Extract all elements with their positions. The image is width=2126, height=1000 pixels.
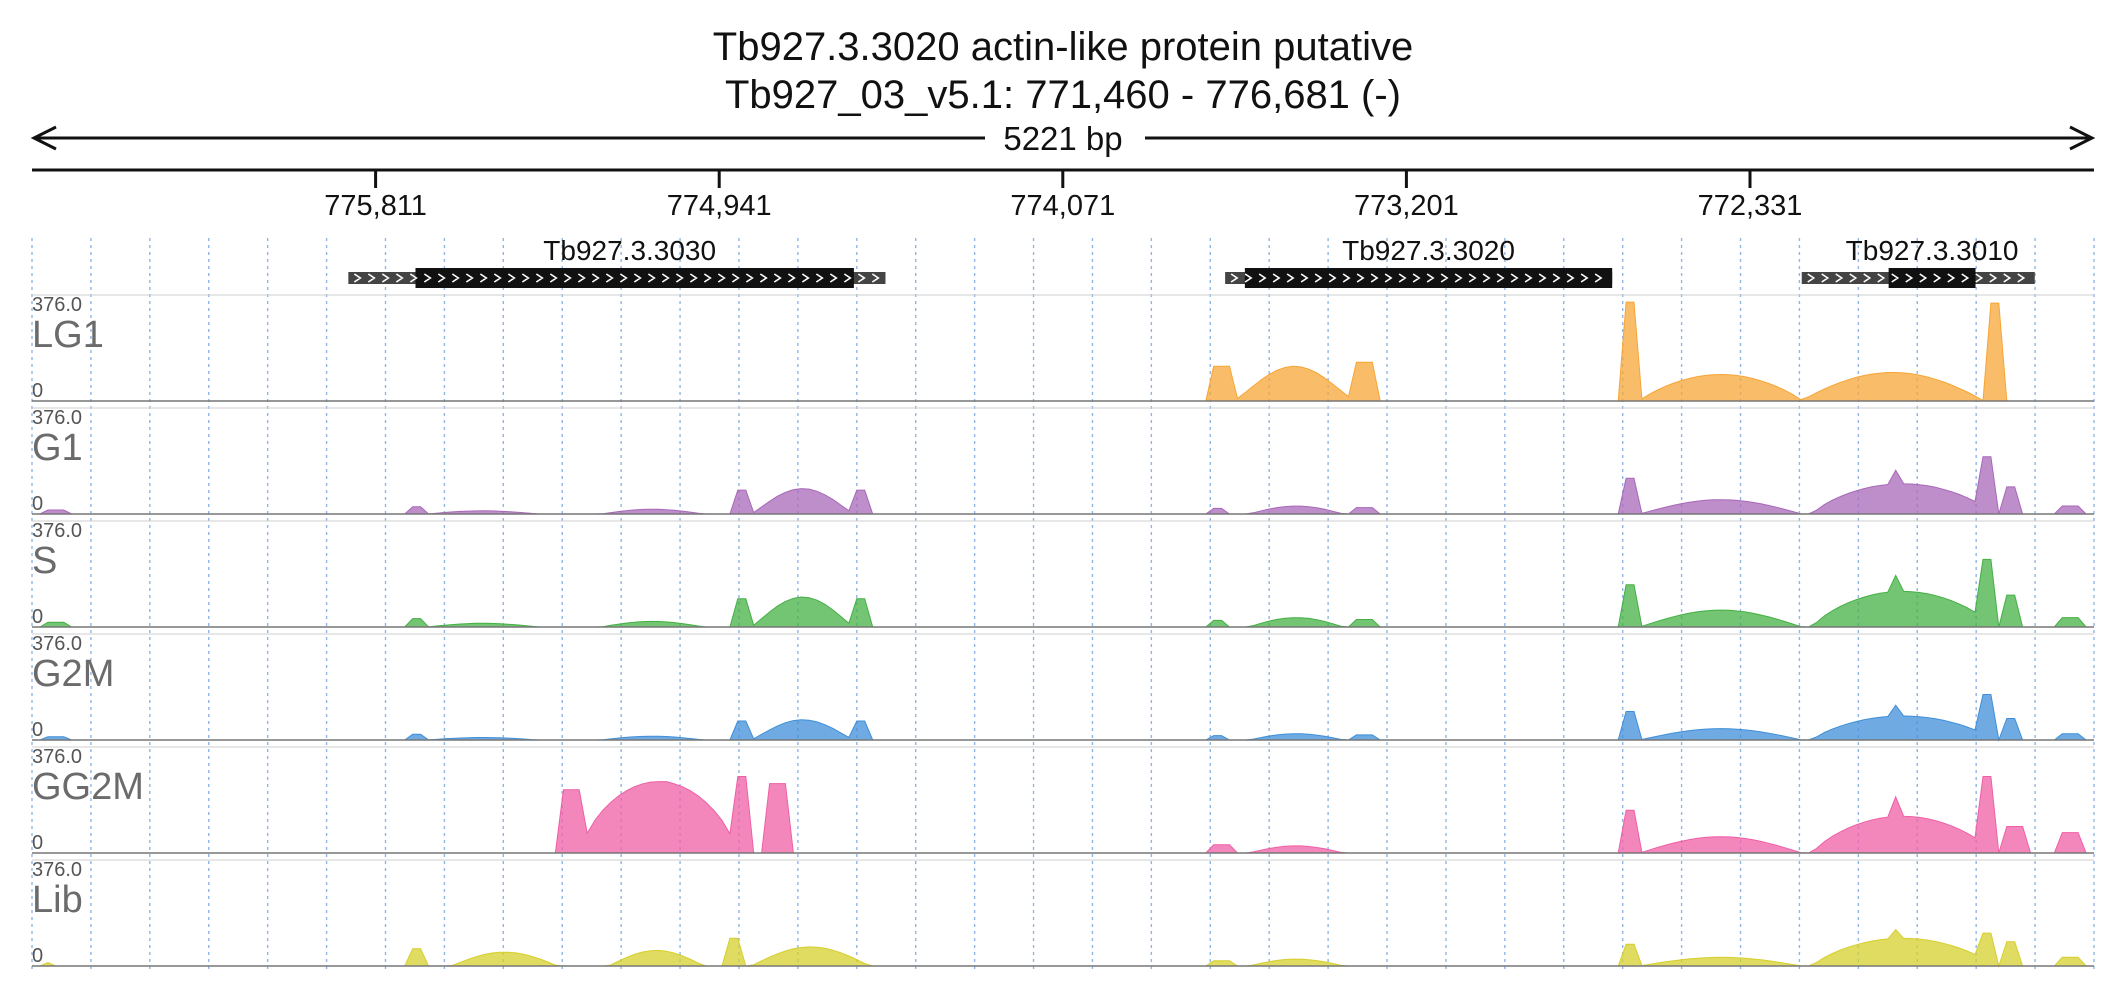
track-zero-label: 0: [32, 493, 43, 515]
chart-subtitle: Tb927_03_v5.1: 771,460 - 776,681 (-): [724, 73, 1402, 117]
arrowhead-right-icon: [2069, 125, 2096, 151]
track-max-label: 376.0: [32, 633, 82, 655]
track-name-label: S: [32, 540, 57, 582]
gene-label: Tb927.3.3020: [1342, 235, 1515, 266]
track-name-label: G1: [32, 427, 83, 469]
track-name-label: GG2M: [32, 766, 144, 808]
track-max-label: 376.0: [32, 746, 82, 768]
x-tick-label: 773,201: [1354, 190, 1459, 222]
gene-label: Tb927.3.3010: [1846, 235, 2019, 266]
track-zero-label: 0: [32, 945, 43, 967]
gene-cds: [1888, 268, 1976, 288]
span-length-label: 5221 bp: [1003, 120, 1122, 157]
gene-cds: [415, 268, 854, 288]
gene-cds: [1244, 268, 1613, 288]
track-max-label: 376.0: [32, 520, 82, 542]
coverage-area-gg2m: [32, 776, 2094, 854]
strand-chevron-icon: [353, 273, 880, 283]
coverage-area-s: [32, 558, 2094, 628]
track-max-label: 376.0: [32, 407, 82, 429]
coverage-area-lib: [32, 928, 2094, 968]
track-zero-label: 0: [32, 606, 43, 628]
track-name-label: LG1: [32, 314, 104, 356]
x-tick-label: 775,811: [324, 190, 427, 222]
x-tick-label: 774,941: [667, 190, 772, 222]
strand-chevron-icon: [1807, 273, 2026, 283]
coverage-area-g1: [32, 456, 2094, 515]
track-zero-label: 0: [32, 832, 43, 854]
track-name-label: Lib: [32, 879, 83, 921]
strand-chevron-icon: [1230, 273, 1603, 283]
track-name-label: G2M: [32, 653, 114, 695]
chart-title: Tb927.3.3020 actin-like protein putative: [712, 25, 1414, 69]
x-tick-label: 774,071: [1010, 190, 1115, 222]
gene-label: Tb927.3.3030: [543, 235, 716, 266]
x-tick-label: 772,331: [1698, 190, 1803, 222]
coverage-area-lg1: [32, 301, 2094, 402]
track-zero-label: 0: [32, 719, 43, 741]
arrowhead-left-icon: [30, 125, 57, 151]
coverage-area-g2m: [32, 694, 2094, 742]
track-max-label: 376.0: [32, 859, 82, 881]
track-zero-label: 0: [32, 380, 43, 402]
track-max-label: 376.0: [32, 294, 82, 316]
